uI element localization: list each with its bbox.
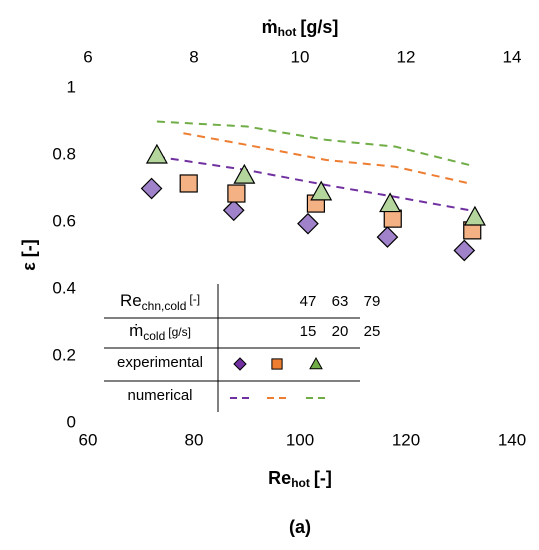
- experimental-point: [222, 199, 245, 222]
- table-row-label: experimental: [117, 354, 203, 371]
- x-label-unit: [-]: [314, 468, 332, 488]
- re-sub: chn,cold: [142, 299, 187, 313]
- m-sub: cold: [143, 329, 165, 343]
- x-tick-label: 80: [185, 430, 204, 449]
- table-row-label: ṁcold [g/s]: [129, 321, 191, 343]
- experimental-point: [140, 177, 163, 200]
- table-row-label: numerical: [127, 387, 192, 404]
- experimental-point: [297, 212, 319, 235]
- re-unit: [-]: [189, 292, 200, 306]
- experimental-point: [310, 180, 333, 201]
- table-value: 63: [332, 293, 349, 310]
- x2-tick-label: 6: [83, 47, 92, 66]
- x2-tick-label: 12: [397, 47, 416, 66]
- x-tick-label: 140: [498, 430, 526, 449]
- numerical-line: [156, 120, 470, 167]
- x-label-main: Re: [268, 468, 291, 488]
- y-tick-label: 0.6: [52, 211, 76, 230]
- x-label-sub: hot: [291, 476, 310, 490]
- y-tick-label: 0.2: [52, 345, 76, 364]
- experimental-point: [227, 184, 246, 203]
- table-value: 20: [332, 323, 349, 340]
- x-tick-label: 120: [392, 430, 420, 449]
- y-tick-label: 0.8: [52, 144, 76, 163]
- numerical-line: [183, 132, 470, 185]
- numerical-line: [156, 155, 470, 212]
- y-axis-label: ε [-]: [19, 239, 39, 271]
- experimental-point: [463, 205, 486, 226]
- table-row-label: Rechn,cold [-]: [120, 291, 200, 313]
- x2-label-sub: hot: [278, 25, 297, 39]
- m-unit: [g/s]: [168, 325, 191, 339]
- x2-label-main: ṁ: [262, 17, 278, 37]
- x2-tick-label: 8: [189, 47, 198, 66]
- caption: (a): [289, 517, 311, 537]
- re-main: Re: [120, 291, 142, 310]
- experimental-point: [179, 174, 198, 193]
- legend-marker: [233, 357, 247, 371]
- table-value: 47: [300, 293, 317, 310]
- x-tick-label: 100: [286, 430, 314, 449]
- legend-marker: [309, 356, 323, 370]
- m-main: ṁ: [129, 321, 143, 340]
- experimental-point: [453, 239, 476, 262]
- x2-label-unit: [g/s]: [300, 17, 338, 37]
- experimental-point: [379, 192, 402, 213]
- experimental-point: [376, 226, 399, 248]
- table-value: 15: [300, 323, 317, 340]
- y-tick-label: 0: [67, 412, 76, 431]
- experimental-point: [233, 163, 256, 184]
- y-tick-label: 0.4: [52, 278, 76, 297]
- experimental-point: [383, 209, 402, 228]
- table-value: 79: [364, 293, 381, 310]
- legend-marker: [271, 358, 283, 370]
- x2-axis-label: ṁhot [g/s]: [262, 17, 339, 39]
- table-value: 25: [364, 323, 381, 340]
- x2-tick-label: 14: [503, 47, 522, 66]
- x-axis-label: Rehot [-]: [268, 468, 332, 490]
- experimental-point: [145, 143, 168, 164]
- x2-tick-label: 10: [291, 47, 310, 66]
- y-tick-label: 1: [67, 77, 76, 96]
- x-tick-label: 60: [79, 430, 98, 449]
